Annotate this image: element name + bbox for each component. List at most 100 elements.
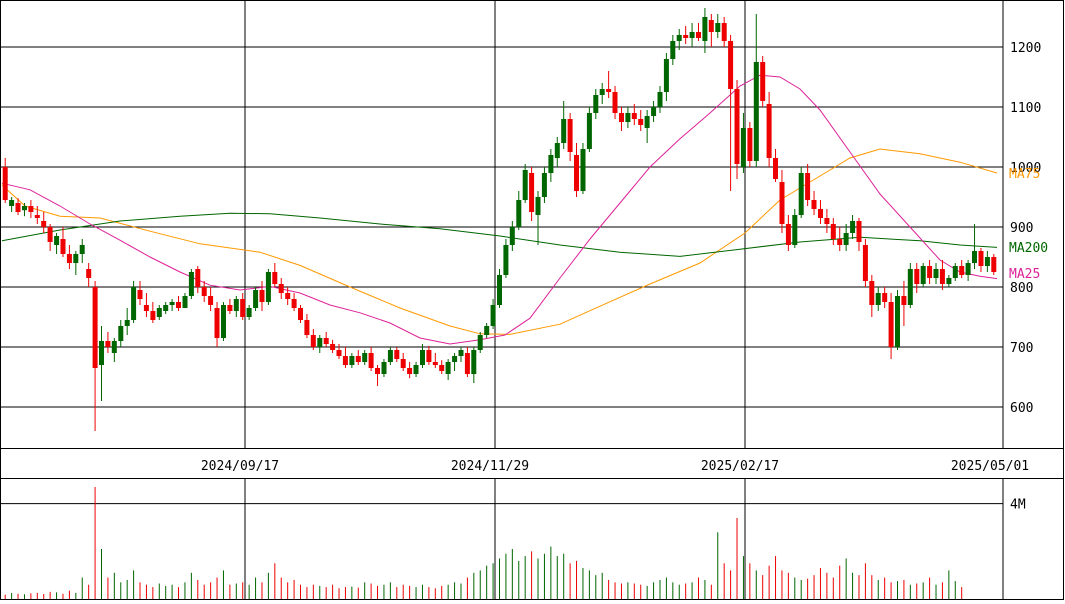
candle-body (432, 362, 438, 365)
price-tick-label: 1100 (1010, 101, 1041, 116)
candle-body (150, 311, 156, 320)
candle-body (182, 296, 188, 308)
candle-body (657, 92, 663, 107)
candle-body (285, 293, 291, 299)
candle-body (118, 326, 124, 341)
candle-body (304, 320, 310, 335)
candle-body (939, 269, 945, 284)
candle-body (631, 113, 637, 119)
candle-body (41, 221, 47, 227)
candle-body (529, 173, 535, 212)
candle-body (394, 350, 400, 359)
candle-body (612, 92, 618, 113)
price-grid (0, 1, 1004, 448)
candle-body (497, 275, 502, 305)
candle-body (574, 155, 579, 191)
date-axis-labels: 2024/09/17 2024/11/29 2025/02/17 2025/05/01 (201, 459, 1029, 474)
price-panel-frame (0, 0, 1064, 449)
volume-grid (0, 479, 1004, 599)
candle-body (580, 149, 586, 191)
candle-body (99, 341, 104, 365)
candle-body (522, 170, 528, 200)
candle-body (978, 251, 984, 266)
candle-body (651, 107, 657, 116)
candle-body (920, 266, 926, 284)
candle-body (278, 284, 284, 293)
candle-body (567, 119, 573, 152)
candle-body (541, 173, 547, 197)
candle-body (933, 269, 939, 278)
candle-body (124, 320, 130, 326)
candle-body (214, 308, 220, 338)
candle-body (400, 359, 406, 368)
ma-line-ma25 (1, 74, 998, 345)
price-tick-label: 900 (1010, 221, 1033, 236)
candle-body (747, 128, 753, 161)
candle-body (105, 341, 111, 347)
candle-body (22, 206, 27, 211)
candle-body (869, 281, 875, 305)
moving-average-labels: MA75 MA200 MA25 (1009, 167, 1048, 282)
volume-axis-labels: 4M (1010, 498, 1026, 513)
candle-body (233, 299, 239, 311)
candle-body (420, 350, 425, 365)
candle-body (721, 23, 727, 41)
candle-body (644, 116, 650, 128)
candle-body (708, 20, 714, 32)
candle-body (298, 308, 303, 320)
candle-body (28, 206, 34, 212)
candle-body (875, 293, 881, 305)
volume-tick-label: 4M (1010, 498, 1026, 513)
candle-body (663, 59, 669, 92)
candle-body (137, 290, 143, 299)
candle-body (362, 353, 368, 362)
candle-body (984, 257, 990, 266)
candle-body (439, 365, 445, 371)
candle-body (221, 305, 226, 338)
candle-body (901, 296, 907, 305)
candle-body (773, 158, 778, 179)
candle-body (381, 362, 387, 374)
candle-body (375, 368, 380, 374)
candle-body (946, 278, 952, 284)
candle-body (689, 32, 695, 38)
candle-body (818, 209, 823, 218)
candle-body (837, 239, 843, 245)
candle-body (856, 221, 862, 242)
candle-body (477, 335, 483, 350)
date-tick-label: 2024/09/17 (201, 459, 279, 474)
candle-body (914, 269, 920, 284)
candle-body (586, 113, 592, 149)
candle-body (452, 356, 458, 362)
candle-body (407, 368, 413, 374)
candle-body (265, 272, 271, 302)
ma-label-ma75: MA75 (1009, 167, 1040, 182)
candle-body (862, 245, 868, 281)
candle-body (599, 89, 605, 95)
candle-body (86, 269, 92, 278)
candle-body (54, 236, 60, 245)
candle-body (503, 245, 509, 275)
candle-body (895, 296, 900, 347)
candle-body (907, 269, 913, 305)
candle-body (9, 200, 15, 206)
candle-body (426, 350, 432, 362)
candle-body (959, 266, 965, 275)
candle-body (60, 239, 66, 254)
candle-body (972, 251, 977, 263)
candle-body (330, 344, 336, 350)
candle-body (548, 155, 554, 173)
candlestick-series (2, 8, 997, 431)
candle-body (208, 296, 214, 305)
candle-body (702, 17, 708, 41)
candle-body (965, 263, 971, 275)
candle-body (715, 23, 721, 32)
candle-body (169, 302, 175, 305)
candle-body (368, 353, 374, 368)
candle-body (606, 89, 612, 92)
candle-body (798, 173, 804, 215)
candle-body (927, 266, 933, 278)
candle-body (696, 32, 701, 38)
candle-body (484, 326, 490, 335)
